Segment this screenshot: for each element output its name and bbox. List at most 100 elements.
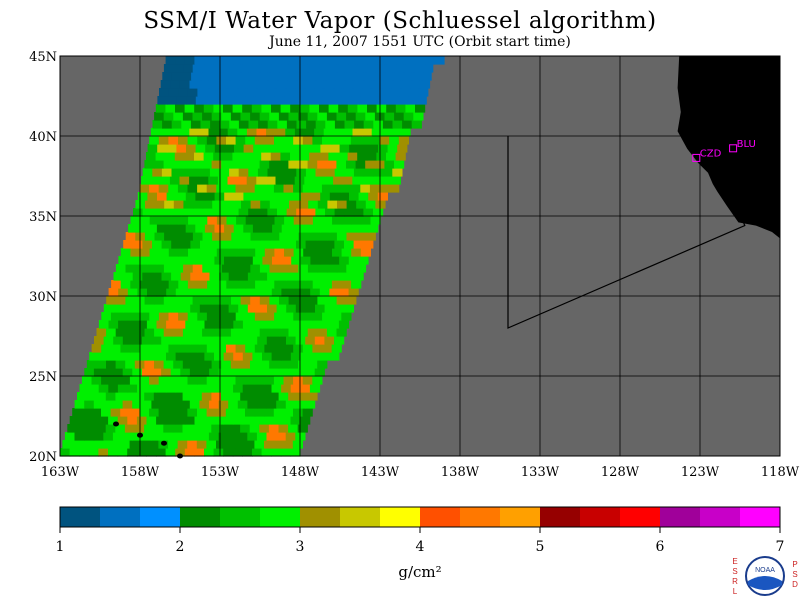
swath-cell — [286, 168, 297, 177]
swath-cell — [101, 408, 112, 417]
swath-cell — [166, 144, 177, 153]
swath-cell — [103, 432, 114, 441]
swath-cell — [67, 424, 78, 433]
swath-cell — [279, 264, 290, 273]
swath-cell — [216, 88, 227, 97]
swath-cell — [151, 336, 162, 345]
swath-cell — [232, 56, 243, 65]
swath-cell — [176, 192, 187, 201]
swath-cell — [281, 192, 292, 201]
swath-cell — [187, 408, 198, 417]
swath-cell — [229, 168, 240, 177]
swath-cell — [69, 416, 80, 425]
swath-cell — [245, 312, 256, 321]
swath-cell — [247, 400, 258, 409]
swath-cell — [226, 88, 237, 97]
swath-cell — [237, 368, 249, 377]
swath-cell — [329, 192, 340, 201]
swath-cell — [149, 312, 160, 321]
swath-cell — [325, 208, 336, 217]
swath-cell — [168, 440, 179, 449]
swath-cell — [291, 192, 302, 201]
swath-cell — [172, 424, 184, 433]
swath-cell — [192, 160, 203, 169]
swath-cell — [333, 128, 344, 137]
swath-cell — [259, 160, 270, 169]
swath-cell — [120, 440, 131, 449]
swath-cell — [204, 224, 216, 233]
swath-cell — [342, 128, 354, 137]
swath-cell — [275, 128, 286, 137]
swath-cell — [211, 264, 223, 273]
swath-cell — [330, 144, 341, 153]
swath-cell — [250, 160, 261, 169]
swath-cell — [237, 128, 248, 137]
swath-cell — [228, 400, 239, 409]
swath-cell — [243, 144, 254, 153]
swath-cell — [307, 392, 318, 401]
swath-cell — [298, 328, 309, 337]
swath-cell — [146, 416, 157, 425]
swath-cell — [286, 208, 297, 217]
swath-cell — [152, 168, 163, 177]
swath-cell — [257, 400, 268, 409]
swath-cell — [379, 184, 390, 193]
swath-cell — [357, 104, 368, 113]
swath-cell — [300, 384, 311, 393]
swath-cell — [139, 184, 150, 193]
swath-cell — [197, 280, 208, 289]
swath-cell — [314, 336, 325, 345]
swath-cell — [255, 216, 266, 225]
swath-cell — [202, 160, 213, 169]
swath-cell — [288, 424, 299, 433]
swath-cell — [96, 424, 107, 433]
swath-cell — [96, 360, 107, 369]
swath-cell — [307, 112, 318, 121]
swath-cell — [192, 112, 203, 121]
logo-letter: S — [792, 570, 797, 579]
swath-cell — [395, 104, 406, 113]
swath-cell — [230, 160, 241, 169]
swath-cell — [194, 320, 206, 329]
swath-cell — [238, 304, 249, 313]
swath-cell — [185, 384, 196, 393]
swath-cell — [179, 80, 191, 89]
swath-cell — [139, 280, 151, 289]
swath-cell — [394, 160, 405, 169]
swath-cell — [298, 200, 309, 209]
swath-cell — [110, 312, 122, 321]
swath-cell — [240, 424, 251, 433]
swath-cell — [272, 96, 283, 105]
swath-cell — [206, 344, 217, 353]
swath-cell — [123, 240, 134, 249]
swath-cell — [369, 184, 381, 193]
swath-cell — [127, 352, 138, 361]
colorbar-tick-label: 4 — [416, 539, 425, 555]
swath-cell — [221, 112, 232, 121]
colorbar-swatch — [700, 507, 741, 527]
swath-cell — [283, 376, 294, 385]
swath-cell — [184, 56, 195, 65]
swath-cell — [269, 328, 280, 337]
swath-cell — [166, 352, 177, 361]
swath-cell — [307, 160, 318, 169]
swath-cell — [285, 80, 296, 89]
swath-cell — [98, 448, 109, 457]
swath-cell — [363, 72, 375, 81]
swath-cell — [300, 256, 311, 265]
swath-cell — [100, 440, 111, 449]
swath-cell — [233, 256, 244, 265]
swath-cell — [250, 264, 261, 273]
swath-cell — [199, 368, 210, 377]
swath-cell — [220, 424, 232, 433]
swath-cell — [303, 248, 314, 257]
swath-cell — [144, 424, 155, 433]
swath-cell — [248, 72, 259, 81]
swath-cell — [197, 216, 208, 225]
swath-cell — [344, 72, 355, 81]
swath-cell — [290, 320, 302, 329]
swath-cell — [64, 432, 76, 441]
colorbar-swatch — [300, 507, 341, 527]
swath-cell — [267, 208, 278, 217]
swath-cell — [177, 440, 188, 449]
